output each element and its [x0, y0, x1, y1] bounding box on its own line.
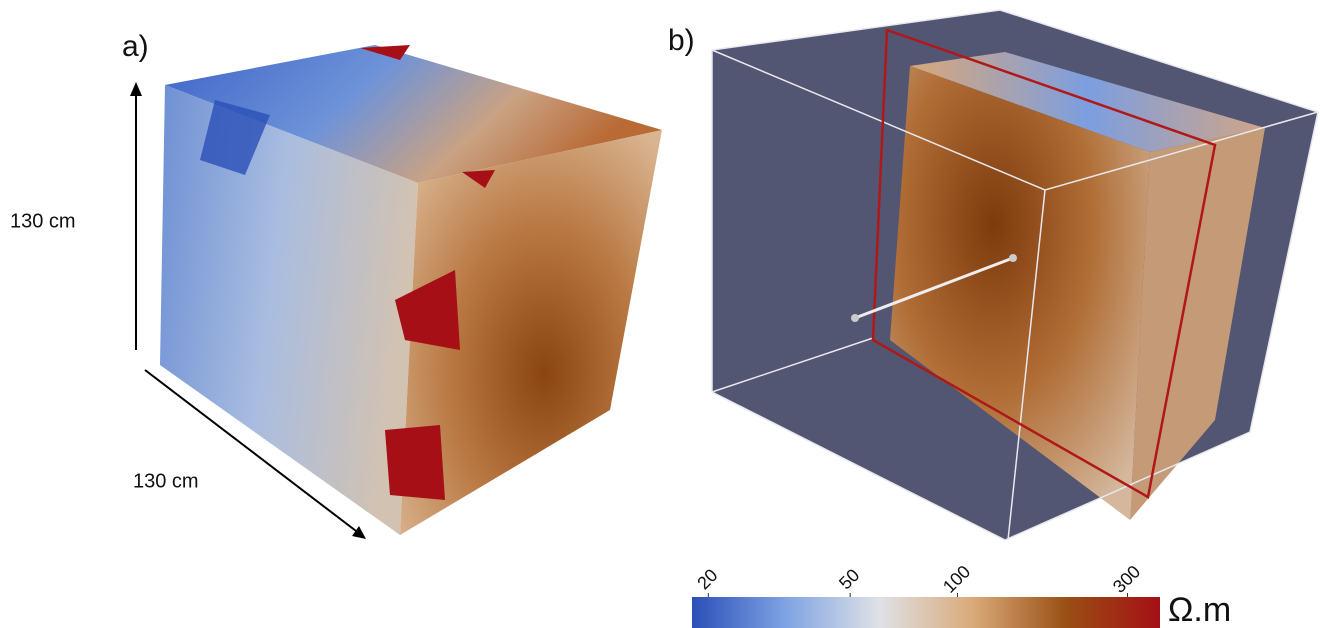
- arrow: [144, 369, 361, 535]
- box-edges: [711, 9, 1319, 541]
- patch: [360, 45, 410, 60]
- patch: [200, 100, 270, 175]
- colorbar: [692, 597, 1160, 628]
- patch: [462, 170, 495, 188]
- electrode-rod: [854, 256, 1014, 320]
- arrow-head: [352, 526, 366, 539]
- block-side: [1130, 128, 1265, 520]
- block-front: [890, 66, 1150, 520]
- electrode: [1009, 254, 1017, 262]
- colorbar-tick-label: 300: [1109, 561, 1144, 596]
- block-top: [910, 52, 1265, 152]
- patch: [385, 425, 445, 500]
- colorbar-ticks: 20 50 100 300: [693, 561, 1144, 597]
- panel-label: b): [668, 24, 695, 57]
- dimension-label: 130 cm: [133, 470, 199, 492]
- slice-plane: [871, 28, 1217, 499]
- colorbar-tick-label: 20: [693, 565, 721, 593]
- colorbar-tick-label: 50: [835, 565, 863, 593]
- cube-left: [160, 85, 418, 535]
- cube-right: [400, 130, 662, 535]
- electrode: [851, 314, 859, 322]
- patch: [395, 270, 460, 350]
- colorbar-tick-label: 100: [939, 561, 974, 596]
- arrow-head: [130, 82, 142, 96]
- panel-label: a): [122, 30, 149, 63]
- colorbar-unit: Ω.m: [1168, 591, 1231, 628]
- cube-top: [165, 45, 662, 183]
- dimension-label: 130 cm: [10, 210, 76, 232]
